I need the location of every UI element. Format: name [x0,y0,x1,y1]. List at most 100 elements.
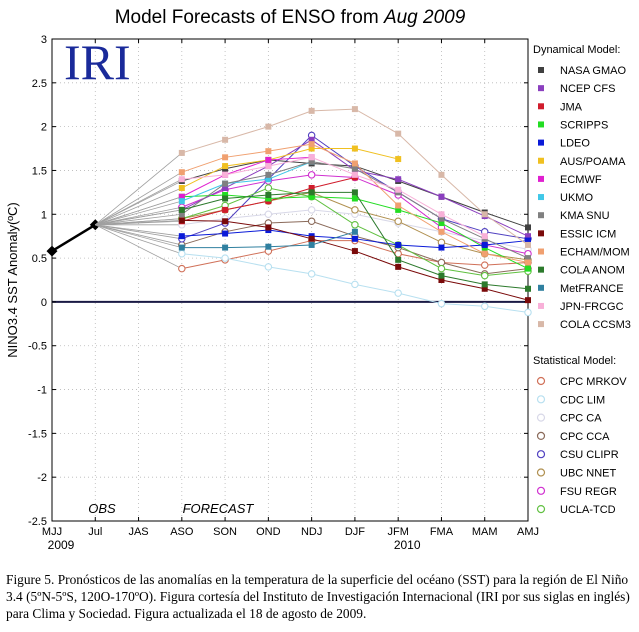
data-point [395,202,402,209]
data-point [222,218,229,225]
data-point [351,189,358,196]
legend-label: NCEP CFS [560,83,615,95]
data-point [265,224,272,231]
data-point [178,198,185,205]
series-ucla-tcd [95,184,532,280]
legend-marker [538,67,544,73]
x-tick-label: FMA [430,526,454,538]
data-point [395,256,402,263]
data-point [222,154,229,161]
legend-dynamical-header: Dynamical Model: [533,44,620,56]
data-point [525,297,531,304]
data-point [351,106,358,113]
data-point [178,217,185,224]
connector-line [95,224,182,246]
series-cdc-lim [95,224,532,317]
connector-line [95,206,182,226]
legend-marker [538,194,544,201]
data-point [265,176,272,183]
data-point [265,191,272,198]
data-point [438,171,445,178]
data-point [351,280,359,289]
obs-line [51,223,96,253]
y-tick-label: 2.5 [32,78,47,90]
data-point [438,215,445,222]
data-point [178,184,185,191]
legend-statistical-header: Statistical Model: [533,355,616,367]
legend-marker [536,468,546,477]
data-point [308,107,315,114]
legend-marker [538,157,544,164]
legend-marker [538,85,544,92]
data-point [438,220,445,227]
data-point [222,171,229,178]
y-tick-label: 2 [41,122,47,134]
data-point [264,210,273,219]
data-point [178,176,185,183]
data-point [438,211,445,218]
legend-marker [538,230,544,237]
data-point [221,254,229,262]
x-tick-label: ASO [170,526,194,538]
legend-marker [538,321,544,328]
data-point [437,238,446,247]
legend-label: MetFRANCE [560,283,624,295]
connector-line [95,220,182,226]
y-tick-label: -1.5 [28,428,47,440]
data-point [525,237,531,244]
data-point [481,250,488,257]
x-tick-label: MJJ [42,526,62,538]
data-point [308,145,315,152]
obs-annotation: OBS [88,501,116,516]
data-point [481,241,488,248]
data-point [265,148,272,155]
series-line [181,240,529,270]
data-point [265,163,272,170]
data-point [437,264,446,273]
data-point [395,186,402,193]
legend-marker [538,121,544,128]
legend-label: ECHAM/MOM [560,247,630,259]
iri-logo: IRI [64,34,131,90]
data-point [525,241,531,248]
data-point [438,228,445,235]
legend-marker [538,103,544,110]
connector-line [95,196,182,226]
data-point [438,272,445,279]
legend-marker [538,284,544,291]
data-point [438,277,445,283]
year-label: 2010 [394,538,421,552]
data-point [480,302,489,311]
x-tick-label: AMJ [517,526,539,538]
data-point [222,206,229,213]
data-point [525,259,531,266]
data-point [307,270,316,278]
legend-marker [538,139,544,146]
data-point [351,165,358,172]
data-point [222,230,229,237]
data-point [525,255,531,262]
legend-marker [536,450,546,459]
connector-line [95,152,183,226]
series-cola-anom [95,189,531,292]
data-point [351,206,359,214]
data-point [178,211,185,218]
legend-label: JPN-FRCGC [560,301,624,313]
data-point [222,191,229,198]
data-point [178,206,185,213]
data-point [307,217,316,226]
legend-marker [536,395,546,404]
legend-marker [538,248,544,255]
data-point [525,224,531,231]
data-point [308,235,315,242]
series-metfrance [95,224,358,251]
data-point [222,184,229,191]
connector-line [95,171,183,226]
obs-point [46,245,58,257]
data-point [308,141,315,148]
data-point [222,244,229,251]
y-tick-label: -2.5 [28,516,47,528]
axes: -2.5 -2 -1.5 -1 -0.5 0 0.5 1 1.5 2 2.5 3 MJJ Jul JAS AS… [5,34,539,552]
data-point [307,206,316,214]
x-tick-label: OND [256,526,281,538]
